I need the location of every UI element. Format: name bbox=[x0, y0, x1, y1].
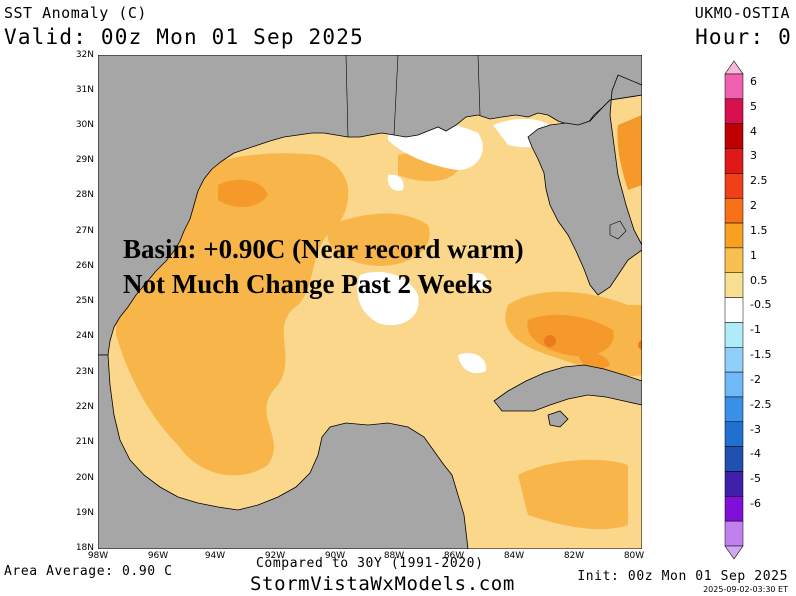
colorbar-label: 2 bbox=[750, 199, 757, 213]
colorbar-label: 0.5 bbox=[750, 273, 768, 287]
colorbar-swatch bbox=[724, 73, 744, 100]
colorbar-swatch bbox=[724, 322, 744, 348]
lat-label: 20N bbox=[75, 473, 94, 483]
lon-label: 94W bbox=[204, 551, 226, 561]
colorbar-label: -6 bbox=[750, 497, 761, 511]
colorbar-label: 1.5 bbox=[750, 223, 768, 237]
colorbar-swatch bbox=[724, 496, 744, 522]
website-credit: StormVistaWxModels.com bbox=[250, 573, 515, 595]
lat-label: 19N bbox=[75, 508, 94, 518]
lat-label: 23N bbox=[75, 367, 94, 377]
lon-label: 82W bbox=[563, 551, 585, 561]
colorbar-label: -3 bbox=[750, 422, 761, 436]
colorbar-label: -1.5 bbox=[750, 348, 772, 362]
colorbar-label: -4 bbox=[750, 447, 761, 461]
colorbar-swatch bbox=[724, 520, 744, 547]
colorbar-swatch bbox=[724, 222, 744, 249]
valid-time: Valid: 00z Mon 01 Sep 2025 bbox=[4, 25, 364, 49]
colorbar-legend: 6 5 4 3 2.5 2 1.5 1 0.5 -0.5 -1 -1.5 -2 -2.5 -3 -4 -5 -6 bbox=[724, 60, 794, 560]
colorbar-swatch bbox=[724, 247, 744, 273]
colorbar-swatch bbox=[724, 396, 744, 423]
init-time: Init: 00z Mon 01 Sep 2025 bbox=[577, 569, 788, 584]
colorbar-swatches bbox=[724, 60, 744, 560]
colorbar-swatch bbox=[724, 347, 744, 373]
lat-label: 30N bbox=[75, 120, 94, 130]
lon-label: 96W bbox=[147, 551, 169, 561]
colorbar-swatch bbox=[724, 173, 744, 199]
lat-label: 28N bbox=[75, 190, 94, 200]
map-title: SST Anomaly (C) bbox=[4, 4, 147, 22]
area-average: Area Average: 0.90 C bbox=[4, 564, 173, 579]
mexico-yucatan-land bbox=[98, 354, 469, 549]
colorbar-swatch bbox=[724, 421, 744, 447]
colorbar-label: 1 bbox=[750, 248, 757, 262]
lake-okeechobee bbox=[609, 220, 627, 240]
lat-label: 29N bbox=[75, 155, 94, 165]
colorbar-label: -2 bbox=[750, 372, 761, 386]
lat-label: 25N bbox=[75, 296, 94, 306]
lat-label: 27N bbox=[75, 226, 94, 236]
forecast-hour: Hour: 0 bbox=[695, 25, 792, 49]
annotation-change: Not Much Change Past 2 Weeks bbox=[123, 269, 493, 299]
lat-label: 26N bbox=[75, 261, 94, 271]
model-name: UKMO-OSTIA bbox=[694, 4, 790, 22]
colorbar-swatch bbox=[724, 297, 744, 323]
colorbar-label: -2.5 bbox=[750, 397, 772, 411]
colorbar-label: -5 bbox=[750, 472, 761, 486]
colorbar-label: -0.5 bbox=[750, 298, 772, 312]
annotation-basin: Basin: +0.90C (Near record warm) bbox=[123, 234, 524, 264]
warm-anomaly-2-5 bbox=[544, 335, 642, 350]
isla-de-la-juventud bbox=[547, 410, 569, 428]
lat-label: 22N bbox=[75, 402, 94, 412]
lon-label: 86W bbox=[443, 551, 465, 561]
colorbar-label: 4 bbox=[750, 124, 757, 138]
us-gulf-coast-land bbox=[98, 55, 642, 356]
colorbar-swatch bbox=[724, 123, 744, 149]
lat-label: 31N bbox=[75, 85, 94, 95]
colorbar-swatch bbox=[724, 148, 744, 174]
lon-label: 92W bbox=[264, 551, 286, 561]
colorbar-swatch bbox=[724, 471, 744, 497]
lon-label: 84W bbox=[503, 551, 525, 561]
generated-time: 2025-09-02-03:30 ET bbox=[703, 585, 788, 594]
colorbar-label: 6 bbox=[750, 74, 757, 88]
florida-peninsula bbox=[527, 74, 642, 296]
colorbar-top-arrow bbox=[724, 60, 744, 75]
lon-label: 88W bbox=[383, 551, 405, 561]
lat-label: 18N bbox=[75, 543, 94, 553]
state-borders bbox=[345, 55, 481, 138]
colorbar-swatch bbox=[724, 446, 744, 472]
lon-label: 80W bbox=[623, 551, 645, 561]
cuba-land bbox=[493, 364, 642, 412]
lon-label: 90W bbox=[324, 551, 346, 561]
colorbar-swatch bbox=[724, 371, 744, 398]
colorbar-label: 3 bbox=[750, 149, 757, 163]
colorbar-label: -1 bbox=[750, 323, 761, 337]
climatology-note: Compared to 30Y (1991-2020) bbox=[256, 556, 484, 571]
colorbar-label: 5 bbox=[750, 99, 757, 113]
lat-label: 32N bbox=[75, 50, 94, 60]
sst-anomaly-map bbox=[98, 55, 642, 549]
colorbar-bottom-arrow bbox=[724, 545, 744, 560]
lat-label: 21N bbox=[75, 437, 94, 447]
colorbar-swatch bbox=[724, 197, 744, 224]
colorbar-swatch bbox=[724, 272, 744, 298]
colorbar-labels: 6 5 4 3 2.5 2 1.5 1 0.5 -0.5 -1 -1.5 -2 -2.5 -3 -4 -5 -6 bbox=[750, 60, 794, 560]
colorbar-swatch bbox=[724, 98, 744, 124]
lat-label: 24N bbox=[75, 331, 94, 341]
lon-label: 98W bbox=[87, 551, 109, 561]
colorbar-label: 2.5 bbox=[750, 174, 768, 188]
